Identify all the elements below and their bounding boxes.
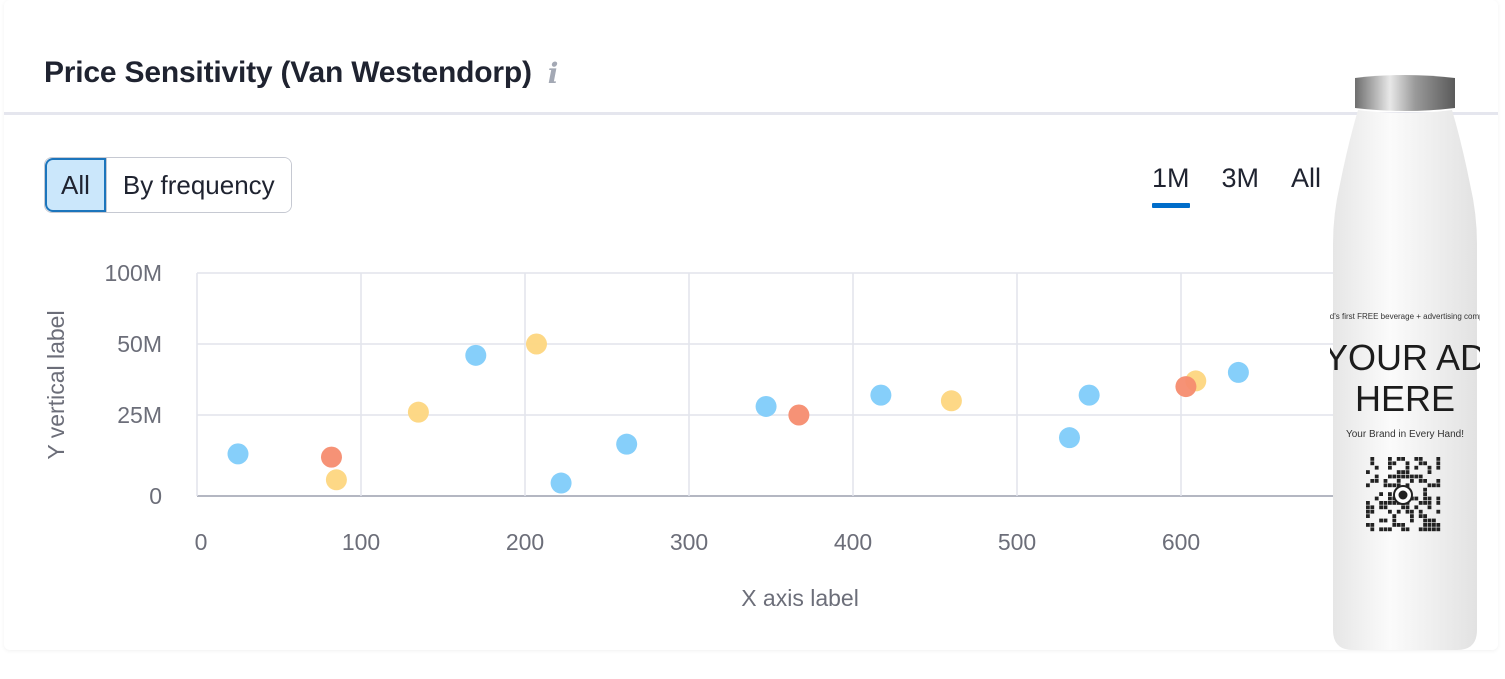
x-axis-label: X axis label: [741, 585, 859, 611]
scatter-point[interactable]: [940, 390, 962, 412]
info-icon[interactable]: i: [547, 56, 559, 90]
scatter-point[interactable]: [1058, 427, 1080, 449]
ad-tagline: World's first FREE beverage + advertisin…: [1330, 312, 1480, 321]
scatter-point[interactable]: [325, 469, 347, 491]
scatter-point[interactable]: [1175, 376, 1197, 398]
scatter-point[interactable]: [407, 401, 429, 423]
y-tick-label: 50M: [117, 331, 162, 357]
segment-all-button[interactable]: All: [45, 158, 106, 212]
bottle-cap: [1355, 75, 1455, 111]
scatter-point[interactable]: [227, 443, 249, 465]
scatter-point[interactable]: [550, 472, 572, 494]
scatter-point[interactable]: [870, 384, 892, 406]
x-tick-label: 100: [342, 529, 380, 555]
qr-code-icon: [1366, 457, 1441, 532]
scatter-point[interactable]: [616, 433, 638, 455]
segment-separator: [105, 158, 107, 212]
segment-control: All By frequency: [44, 157, 292, 213]
scatter-point[interactable]: [1078, 384, 1100, 406]
ad-headline-1: YOUR AD: [1330, 337, 1480, 378]
period-tabs: 1M 3M All: [1152, 163, 1321, 208]
page-title: Price Sensitivity (Van Westendorp) i: [44, 56, 558, 90]
x-tick-label: 400: [834, 529, 872, 555]
header-divider: [4, 112, 1498, 115]
tab-1m[interactable]: 1M: [1152, 163, 1190, 208]
ad-subline: Your Brand in Every Hand!: [1346, 429, 1464, 440]
chart-card: [4, 0, 1498, 650]
x-tick-label: 0: [195, 529, 208, 555]
scatter-point[interactable]: [755, 395, 777, 417]
x-tick-label: 200: [506, 529, 544, 555]
chart-title: Price Sensitivity (Van Westendorp): [44, 56, 532, 89]
scatter-point[interactable]: [320, 446, 342, 468]
ad-bottle-image: World's first FREE beverage + advertisin…: [1330, 75, 1480, 650]
scatter-point[interactable]: [1227, 361, 1249, 383]
scatter-point[interactable]: [525, 333, 547, 355]
chart-points: [227, 333, 1249, 494]
axis-ticks: 025M50M100M01002003004005006007: [104, 260, 1351, 555]
ad-headline-2: HERE: [1355, 378, 1455, 419]
y-tick-label: 100M: [104, 260, 162, 286]
segment-by-frequency-button[interactable]: By frequency: [106, 158, 291, 212]
scatter-point[interactable]: [788, 404, 810, 426]
y-tick-label: 0: [149, 483, 162, 509]
tab-3m[interactable]: 3M: [1221, 163, 1260, 193]
tab-all[interactable]: All: [1291, 163, 1322, 193]
y-tick-label: 25M: [117, 402, 162, 428]
chart-grid: [196, 272, 1346, 497]
x-tick-label: 500: [998, 529, 1036, 555]
x-tick-label: 300: [670, 529, 708, 555]
x-tick-label: 600: [1162, 529, 1200, 555]
scatter-point[interactable]: [465, 344, 487, 366]
y-axis-label: Y vertical label: [43, 310, 69, 459]
